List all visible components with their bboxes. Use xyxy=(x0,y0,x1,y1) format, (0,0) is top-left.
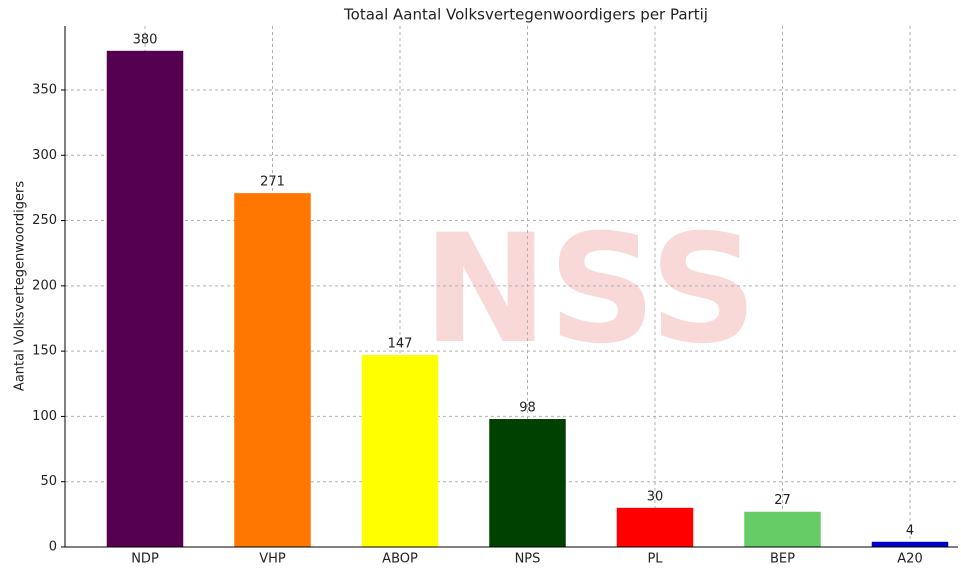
value-label: 271 xyxy=(260,175,285,190)
x-tick-label: A20 xyxy=(897,552,922,567)
bar xyxy=(871,541,949,547)
y-axis-label: Aantal Volksvertegenwoordigers xyxy=(13,181,28,391)
x-tick-label: NDP xyxy=(131,552,159,567)
watermark: NSS xyxy=(423,203,758,377)
x-tick-label: VHP xyxy=(259,552,286,567)
y-tick-label: 350 xyxy=(32,82,57,97)
bar xyxy=(616,507,694,547)
y-tick-label: 300 xyxy=(32,148,57,163)
bar xyxy=(744,511,821,547)
bar xyxy=(106,50,184,548)
y-tick-label: 250 xyxy=(32,213,57,228)
bar xyxy=(361,355,439,547)
value-label: 27 xyxy=(774,493,791,508)
bar xyxy=(489,419,566,547)
y-tick-label: 50 xyxy=(40,474,57,489)
x-tick-label: PL xyxy=(647,552,663,567)
chart-title: Totaal Aantal Volksvertegenwoordigers pe… xyxy=(343,6,708,24)
y-tick-label: 0 xyxy=(49,540,57,555)
value-label: 147 xyxy=(388,337,413,352)
y-tick-label: 150 xyxy=(32,344,57,359)
y-tick-label: 200 xyxy=(32,278,57,293)
value-label: 98 xyxy=(519,401,536,416)
value-label: 30 xyxy=(647,489,664,504)
x-tick-label: BEP xyxy=(770,552,795,567)
value-label: 4 xyxy=(906,523,914,538)
y-tick-label: 100 xyxy=(32,409,57,424)
bar xyxy=(234,193,311,547)
value-label: 380 xyxy=(133,32,158,47)
x-tick-label: ABOP xyxy=(382,552,418,567)
x-tick-label: NPS xyxy=(515,552,541,567)
